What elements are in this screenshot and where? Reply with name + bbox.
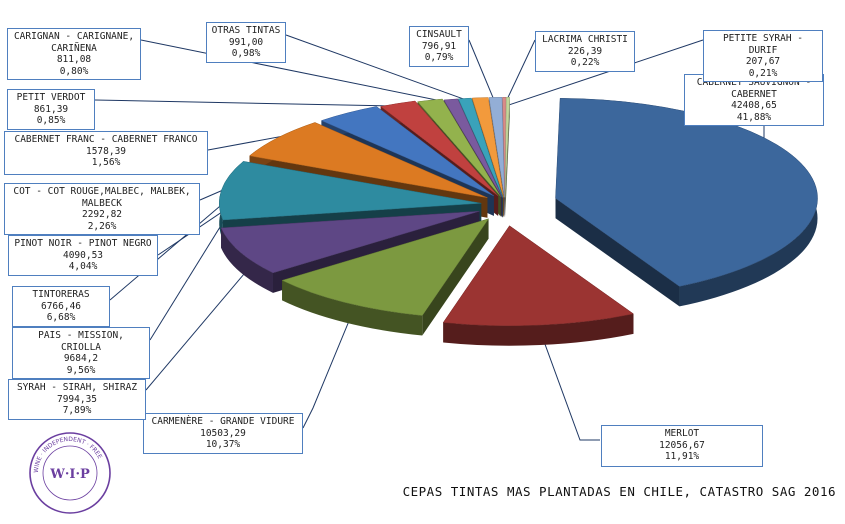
slice-label-percent: 41,88% bbox=[736, 111, 772, 123]
slice-label: LACRIMA CHRISTI 226,39 0,22% bbox=[535, 31, 635, 72]
slice-label-value: 991,00 bbox=[228, 36, 264, 48]
slice-top bbox=[457, 97, 504, 198]
slice-label-label: CARMENÈRE - GRANDE VIDURE bbox=[151, 416, 295, 427]
slice-label-value: 12056,67 bbox=[659, 439, 705, 451]
pie-slice bbox=[504, 97, 510, 218]
slice-label-percent: 2,26% bbox=[87, 220, 117, 232]
slice-label: SYRAH - SIRAH, SHIRAZ 7994,35 7,89% bbox=[8, 379, 146, 420]
slice-label: CABERNET SAUVIGNON - CABERNET 42408,65 41,… bbox=[684, 74, 824, 126]
slice-top bbox=[471, 97, 504, 198]
pie-slice bbox=[442, 225, 635, 346]
chart-title: CEPAS TINTAS MAS PLANTADAS EN CHILE, CAT… bbox=[402, 484, 836, 499]
slice-label-label: PETITE SYRAH - DURIF bbox=[722, 33, 804, 56]
leader-line bbox=[302, 303, 357, 429]
slice-label: COT - COT ROUGE,MALBEC, MALBEK, MALBECK 2… bbox=[4, 183, 200, 235]
slice-label: CABERNET FRANC - CABERNET FRANCO 1578,39 1… bbox=[4, 131, 208, 175]
slice-label-label: PAIS - MISSION, CRIOLLA bbox=[38, 330, 124, 353]
slice-label: PETIT VERDOT 861,39 0,85% bbox=[7, 89, 95, 130]
slice-label-value: 6766,46 bbox=[40, 300, 82, 312]
slice-label-value: 207,67 bbox=[745, 56, 781, 67]
slice-label-percent: 10,37% bbox=[205, 439, 241, 450]
slice-label: CARIGNAN - CARIGNANE, CARIÑENA 811,08 0,80… bbox=[7, 28, 141, 80]
slice-label-value: 7994,35 bbox=[56, 393, 98, 405]
slice-label-percent: 0,80% bbox=[59, 65, 89, 77]
slice-label-label: MERLOT bbox=[664, 428, 700, 439]
slice-label-percent: 0,21% bbox=[748, 67, 778, 79]
slice-label: CINSAULT 796,91 0,79% bbox=[409, 26, 469, 67]
slice-label-percent: 7,89% bbox=[62, 405, 92, 416]
logo-initials: W·I·P bbox=[49, 467, 90, 482]
slice-label-label: TINTORERAS bbox=[32, 289, 90, 300]
slice-label-value: 811,08 bbox=[56, 54, 92, 65]
slice-label-label: CABERNET SAUVIGNON - CABERNET bbox=[696, 77, 812, 100]
slice-top bbox=[320, 106, 495, 197]
slice-label-percent: 9,56% bbox=[66, 364, 96, 376]
slice-label-percent: 0,85% bbox=[36, 115, 66, 126]
slice-top bbox=[220, 210, 480, 274]
slice-top bbox=[380, 100, 499, 197]
slice-label-label: PINOT NOIR - PINOT NEGRO bbox=[14, 238, 152, 249]
slice-rim bbox=[221, 227, 273, 293]
leader-line bbox=[468, 39, 497, 106]
slice-label: MERLOT 12056,67 11,91% bbox=[601, 425, 763, 467]
slice-label-value: 796,91 bbox=[421, 40, 457, 52]
slice-label-percent: 0,22% bbox=[570, 57, 600, 68]
pie-slices bbox=[219, 97, 818, 346]
slice-top bbox=[442, 225, 635, 327]
slice-label: PETITE SYRAH - DURIF 207,67 0,21% bbox=[703, 30, 823, 82]
slice-top bbox=[417, 98, 501, 197]
slice-label-value: 4090,53 bbox=[62, 249, 104, 261]
slice-label-label: CINSAULT bbox=[416, 29, 462, 40]
slice-label-value: 226,39 bbox=[567, 45, 603, 57]
slice-label-label: OTRAS TINTAS bbox=[211, 25, 281, 36]
leader-line bbox=[145, 256, 260, 391]
slice-rim bbox=[282, 280, 423, 336]
slice-label: PINOT NOIR - PINOT NEGRO 4090,53 4,04% bbox=[8, 235, 158, 276]
slice-label: PAIS - MISSION, CRIOLLA 9684,2 9,56% bbox=[12, 327, 150, 379]
pie-slice bbox=[555, 98, 818, 307]
slice-label-label: CARIGNAN - CARIGNANE, CARIÑENA bbox=[13, 31, 135, 54]
leader-line bbox=[140, 39, 469, 107]
slice-label-label: PETIT VERDOT bbox=[16, 92, 86, 103]
pie-slice bbox=[281, 218, 490, 336]
slice-top bbox=[504, 97, 510, 198]
leader-line bbox=[285, 34, 483, 107]
slice-label-value: 2292,82 bbox=[81, 209, 123, 220]
slice-label-value: 10503,29 bbox=[200, 427, 246, 439]
slice-label-percent: 4,04% bbox=[68, 261, 98, 272]
slice-label-percent: 6,68% bbox=[46, 312, 76, 323]
leader-line bbox=[503, 39, 536, 106]
slice-label-value: 42408,65 bbox=[731, 100, 777, 111]
slice-label-percent: 0,79% bbox=[424, 52, 454, 63]
slice-label-percent: 0,98% bbox=[231, 48, 261, 59]
slice-label-value: 9684,2 bbox=[63, 353, 99, 364]
slice-label-label: SYRAH - SIRAH, SHIRAZ bbox=[16, 382, 138, 393]
slice-label-label: LACRIMA CHRISTI bbox=[542, 34, 628, 45]
slice-label-label: COT - COT ROUGE,MALBEC, MALBEK, MALBECK bbox=[13, 186, 191, 209]
slice-side bbox=[422, 218, 489, 336]
slice-label-value: 1578,39 bbox=[85, 145, 127, 157]
slice-top bbox=[488, 97, 505, 198]
slice-label: CARMENÈRE - GRANDE VIDURE 10503,29 10,37% bbox=[143, 413, 303, 454]
slice-top bbox=[248, 122, 488, 198]
slice-side bbox=[555, 198, 680, 307]
slice-label-value: 861,39 bbox=[33, 103, 69, 115]
slice-label-percent: 11,91% bbox=[664, 451, 700, 462]
slice-label: TINTORERAS 6766,46 6,68% bbox=[12, 286, 110, 327]
slice-top bbox=[219, 161, 482, 221]
slice-label: OTRAS TINTAS 991,00 0,98% bbox=[206, 22, 286, 63]
leader-line bbox=[507, 39, 704, 106]
wip-logo: WINE · INDEPENDENT · FREE W·I·P bbox=[29, 432, 111, 514]
slice-top bbox=[281, 218, 490, 316]
leader-line bbox=[537, 324, 600, 441]
slice-label-percent: 1,56% bbox=[91, 157, 121, 168]
slice-label-label: CABERNET FRANC - CABERNET FRANCO bbox=[14, 134, 198, 145]
slice-top bbox=[555, 98, 818, 287]
slice-rim bbox=[443, 313, 634, 346]
slice-top bbox=[443, 98, 503, 198]
